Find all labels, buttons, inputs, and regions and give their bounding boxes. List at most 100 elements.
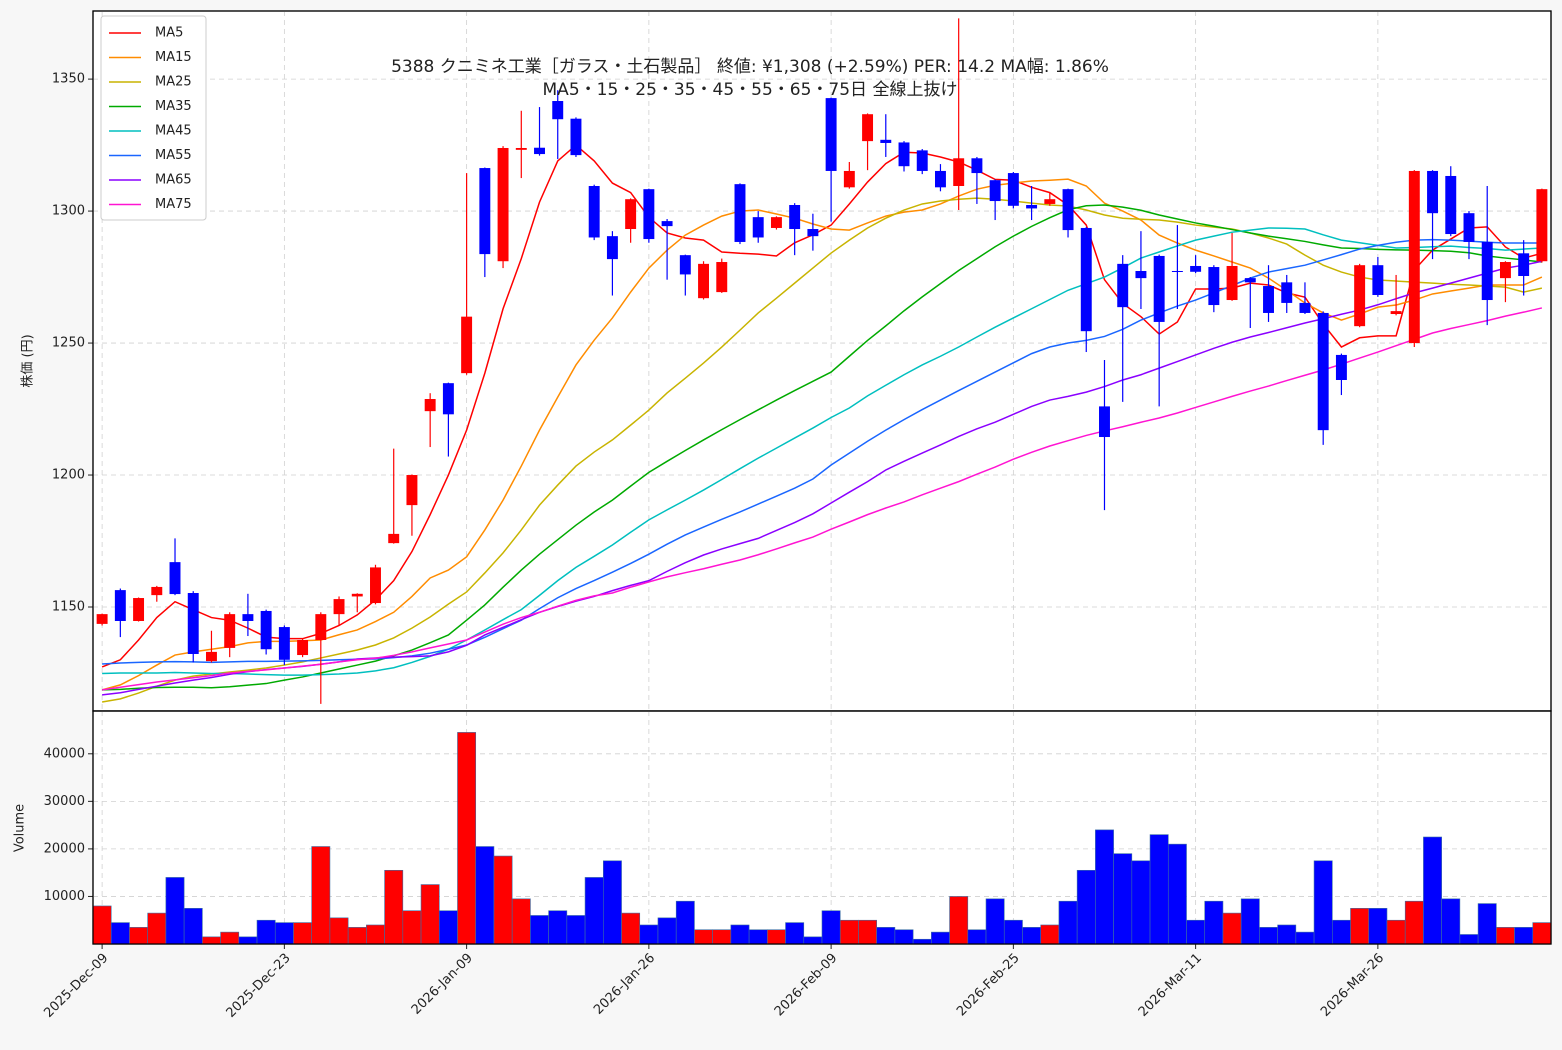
candle-body xyxy=(370,567,381,604)
volume-bar xyxy=(712,929,732,945)
y-tick-label: 20000 xyxy=(44,841,85,856)
candle-body xyxy=(661,221,673,227)
volume-bar xyxy=(311,846,331,945)
volume-bar xyxy=(457,732,477,945)
y-tick-label: 30000 xyxy=(44,794,85,809)
volume-bar xyxy=(1149,834,1169,945)
candle-body xyxy=(224,614,236,648)
volume-bar xyxy=(602,860,622,945)
volume-bar xyxy=(566,915,586,945)
candle-body xyxy=(752,217,764,238)
candle-body xyxy=(497,147,509,262)
y-tick-label: 1150 xyxy=(52,600,85,615)
volume-bar xyxy=(912,938,932,945)
volume-bar xyxy=(548,910,568,945)
volume-bar xyxy=(1186,919,1206,945)
volume-bar xyxy=(621,912,641,945)
candle-body xyxy=(1099,406,1110,438)
legend-label: MA25 xyxy=(155,75,192,90)
price-panel xyxy=(92,10,1552,712)
volume-bar xyxy=(657,917,677,945)
candle-body xyxy=(1044,199,1056,204)
candle-body xyxy=(1190,265,1202,272)
volume-bar xyxy=(147,912,167,945)
volume-bar xyxy=(165,877,185,945)
candle-body xyxy=(297,639,309,656)
volume-bar xyxy=(931,931,950,945)
volume-bar xyxy=(803,936,823,945)
candle-body xyxy=(169,562,181,595)
volume-bar xyxy=(748,929,768,945)
volume-bar xyxy=(985,898,1005,945)
volume-bar xyxy=(238,936,258,945)
candle-body xyxy=(1208,267,1220,306)
volume-bar xyxy=(420,884,440,945)
volume-bar xyxy=(530,915,549,945)
panel-border xyxy=(92,710,1552,945)
candle-body xyxy=(1226,265,1238,301)
candle-body xyxy=(606,236,618,260)
legend-label: MA15 xyxy=(155,50,192,65)
y-tick-label: 1350 xyxy=(52,72,85,87)
x-tick-label: 2026-Feb-25 xyxy=(954,951,1023,1020)
volume-bar xyxy=(858,919,877,945)
candle-body xyxy=(351,593,363,597)
volume-bar xyxy=(1350,908,1370,945)
volume-bar xyxy=(1167,843,1187,945)
volume-bar xyxy=(1386,919,1406,945)
volume-bar xyxy=(1222,912,1242,945)
y-tick-label: 1300 xyxy=(52,204,85,219)
candle-body xyxy=(1244,278,1256,283)
ma-line xyxy=(101,197,1543,703)
candle-body xyxy=(133,598,145,621)
candle-body xyxy=(698,263,710,299)
candle-body xyxy=(770,217,782,228)
y-axis-label: 株価 (円) xyxy=(21,334,36,387)
volume-bar xyxy=(1095,829,1114,945)
candle-body xyxy=(843,170,855,188)
candle-body xyxy=(151,586,163,596)
legend-label: MA55 xyxy=(155,148,192,163)
candle-body xyxy=(552,101,564,120)
volume-bar xyxy=(1076,869,1096,945)
x-tick-label: 2026-Jan-26 xyxy=(591,951,658,1018)
volume-bar xyxy=(493,855,513,945)
candle-body xyxy=(1026,205,1038,209)
volume-bar xyxy=(1040,924,1060,945)
candle-body xyxy=(1171,270,1183,272)
candle-body xyxy=(934,170,946,188)
volume-bar xyxy=(1313,860,1333,945)
ma-line xyxy=(101,178,1543,691)
volume-bar xyxy=(1459,934,1479,945)
volume-bar xyxy=(1532,922,1552,945)
volume-bar xyxy=(274,922,294,945)
candle-body xyxy=(1445,175,1457,235)
candle-body xyxy=(424,399,436,412)
y-tick-label: 1200 xyxy=(52,468,85,483)
candle-body xyxy=(242,614,254,621)
volume-bar xyxy=(475,846,495,945)
candle-body xyxy=(734,184,746,242)
volume-bar xyxy=(639,924,659,945)
candle-body xyxy=(1481,241,1493,301)
volume-bar xyxy=(438,910,458,945)
volume-bar xyxy=(183,908,203,945)
volume-bar xyxy=(1441,898,1461,945)
plot-layer: 11501200125013001350MA5MA15MA25MA35MA45M… xyxy=(44,10,1552,949)
volume-bar xyxy=(1113,853,1133,945)
volume-bar xyxy=(1332,919,1351,945)
volume-bar xyxy=(129,927,148,945)
candle-body xyxy=(1463,213,1475,242)
legend-label: MA5 xyxy=(155,26,183,41)
volume-bar xyxy=(1204,900,1224,945)
candle-body xyxy=(187,593,199,654)
volume-bar xyxy=(1404,900,1424,945)
volume-bar xyxy=(1003,919,1023,945)
legend-label: MA35 xyxy=(155,99,192,114)
candle-body xyxy=(916,150,928,171)
candle-body xyxy=(315,614,327,640)
y-tick-label: 40000 xyxy=(44,746,85,761)
candle-body xyxy=(1335,354,1347,381)
volume-bar xyxy=(511,898,531,945)
